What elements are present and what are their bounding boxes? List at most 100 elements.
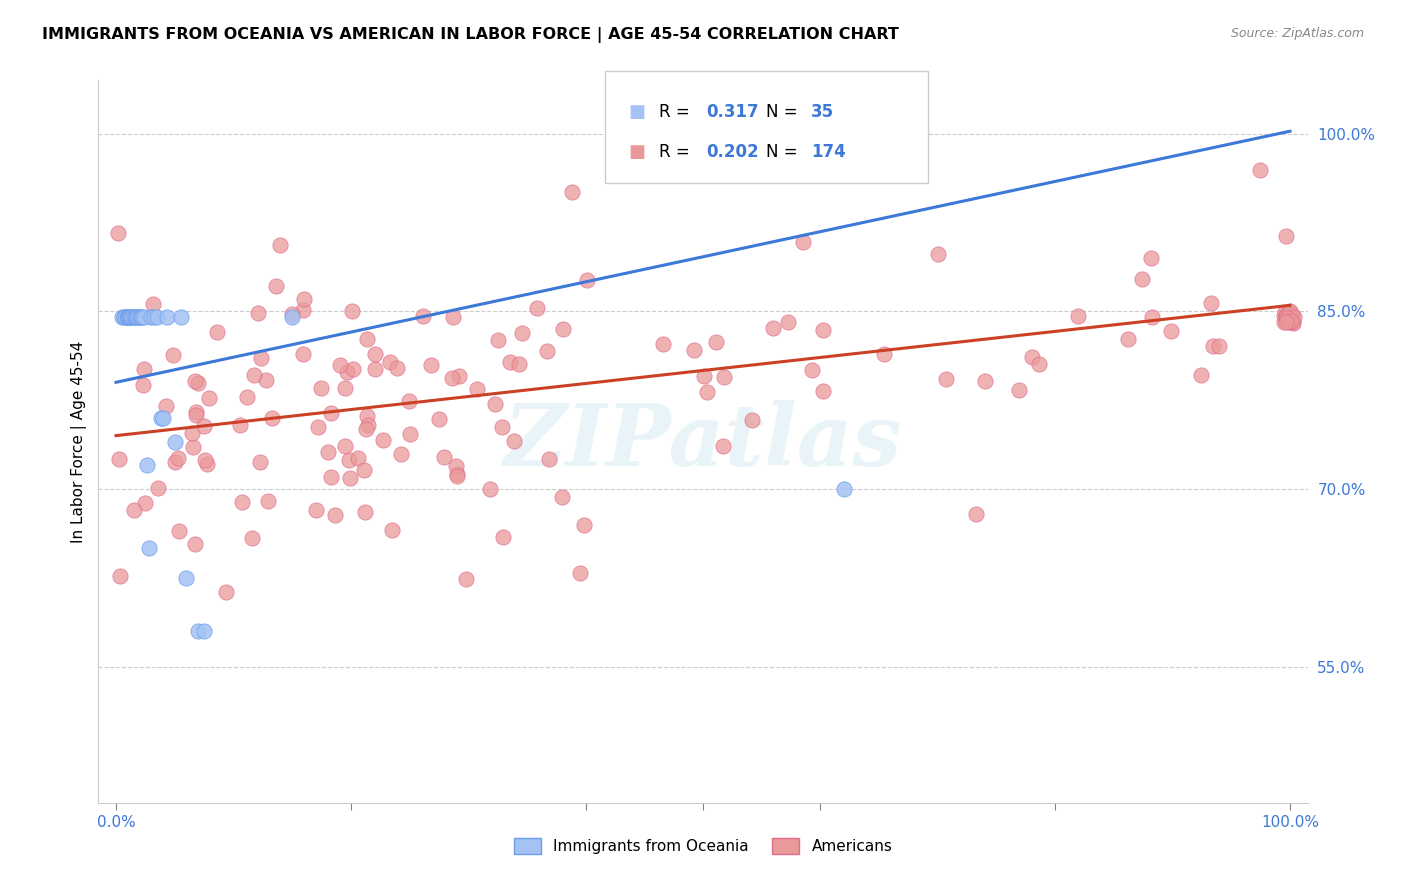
Text: ■: ■ xyxy=(628,103,645,120)
Point xyxy=(354,505,377,519)
Point xyxy=(132,362,155,376)
Point xyxy=(138,541,160,556)
Point xyxy=(526,301,548,315)
Point xyxy=(163,454,186,468)
Point xyxy=(486,334,509,348)
Text: ZIPatlas: ZIPatlas xyxy=(503,400,903,483)
Point xyxy=(1278,311,1301,326)
Point xyxy=(115,310,138,325)
Point xyxy=(1279,312,1302,326)
Point xyxy=(141,310,163,325)
Point xyxy=(162,348,184,362)
Point xyxy=(1277,307,1299,321)
Point xyxy=(342,362,364,376)
Point xyxy=(1279,314,1302,328)
Point xyxy=(166,451,188,466)
Point xyxy=(249,455,271,469)
Point xyxy=(1277,312,1299,326)
Point xyxy=(142,297,165,311)
Point xyxy=(292,302,315,317)
Point xyxy=(711,439,734,453)
Point xyxy=(446,459,468,474)
Point xyxy=(683,343,706,358)
Point xyxy=(281,310,304,325)
Point xyxy=(117,310,139,325)
Point xyxy=(1278,311,1301,326)
Point xyxy=(152,410,174,425)
Point xyxy=(1274,309,1296,323)
Point xyxy=(569,566,592,580)
Point xyxy=(491,419,513,434)
Point xyxy=(446,467,468,481)
Point xyxy=(146,310,169,325)
Point xyxy=(357,418,380,433)
Point xyxy=(107,226,129,240)
Point xyxy=(1189,368,1212,383)
Point xyxy=(292,347,315,361)
Point xyxy=(247,306,270,320)
Point xyxy=(364,362,387,376)
Point xyxy=(329,358,352,372)
Point xyxy=(1201,339,1223,353)
Point xyxy=(321,470,343,484)
Point xyxy=(832,482,855,496)
Point xyxy=(1279,307,1302,321)
Point xyxy=(325,508,347,523)
Point xyxy=(240,532,263,546)
Point xyxy=(193,624,215,638)
Point xyxy=(163,434,186,449)
Point xyxy=(184,374,207,388)
Point xyxy=(309,380,332,394)
Point xyxy=(762,321,785,335)
Point xyxy=(389,447,412,461)
Point xyxy=(112,310,135,325)
Point xyxy=(128,310,150,325)
Point xyxy=(1277,310,1299,324)
Point xyxy=(1281,309,1303,323)
Point xyxy=(1275,310,1298,324)
Point xyxy=(536,343,558,358)
Point xyxy=(538,452,561,467)
Point xyxy=(1130,271,1153,285)
Point xyxy=(508,357,530,371)
Point xyxy=(256,494,278,508)
Text: R =: R = xyxy=(659,143,696,161)
Point xyxy=(135,458,157,473)
Text: N =: N = xyxy=(766,143,803,161)
Point xyxy=(114,310,136,325)
Text: 35: 35 xyxy=(811,103,834,120)
Point xyxy=(693,368,716,383)
Point xyxy=(364,347,387,361)
Point xyxy=(572,517,595,532)
Point xyxy=(181,440,204,454)
Point xyxy=(118,310,141,325)
Point xyxy=(1275,308,1298,322)
Point xyxy=(111,310,134,325)
Text: 174: 174 xyxy=(811,143,846,161)
Point xyxy=(155,399,177,413)
Point xyxy=(1278,304,1301,318)
Point xyxy=(1277,315,1299,329)
Point xyxy=(129,310,152,325)
Point xyxy=(193,419,215,434)
Point xyxy=(340,304,363,318)
Point xyxy=(117,310,139,325)
Point xyxy=(148,481,170,495)
Point xyxy=(1277,308,1299,322)
Point xyxy=(249,351,271,365)
Point xyxy=(398,393,420,408)
Point xyxy=(484,397,506,411)
Point xyxy=(321,406,343,420)
Point xyxy=(134,496,156,510)
Point xyxy=(127,310,149,325)
Text: ■: ■ xyxy=(628,143,645,161)
Point xyxy=(927,247,949,261)
Point xyxy=(441,310,464,325)
Point xyxy=(118,310,141,325)
Point xyxy=(194,453,217,467)
Point xyxy=(1277,309,1299,323)
Point xyxy=(1279,311,1302,326)
Point xyxy=(121,310,143,325)
Point xyxy=(873,347,896,361)
Point xyxy=(965,507,987,521)
